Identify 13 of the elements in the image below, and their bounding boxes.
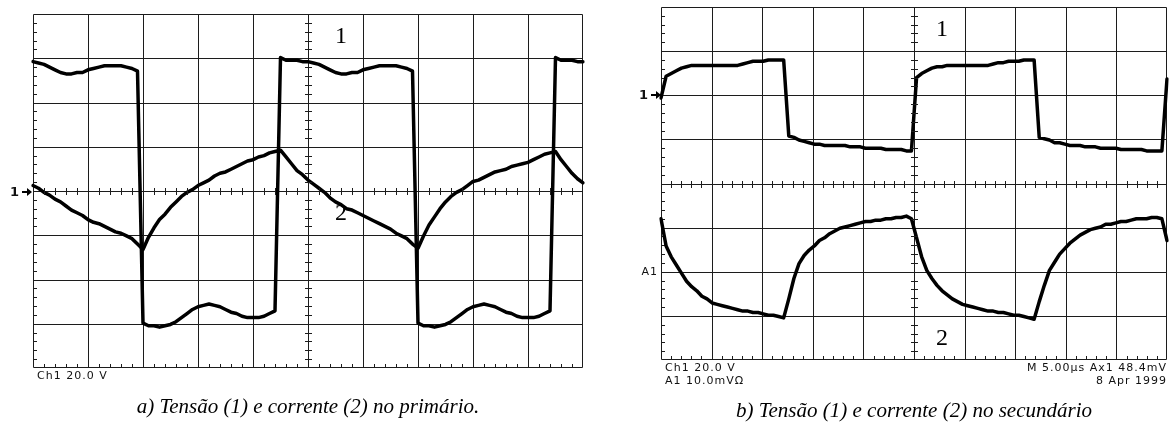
series-label: 2 [936, 324, 949, 351]
text: 8 Apr 1999 [1095, 374, 1167, 387]
text: M 5.00µs Ax1 48.4mV [1027, 361, 1167, 374]
text: b) Tensão (1) e corrente (2) no secundário [735, 398, 1093, 423]
text: Ch1 20.0 V [37, 369, 108, 382]
text: A1 [641, 264, 658, 280]
series-label: 1 [335, 22, 347, 49]
text: a) Tensão (1) e corrente (2) no primário. [135, 394, 481, 419]
series-label: 1 [638, 87, 649, 103]
text: Ch1 20.0 V [665, 361, 736, 374]
text: 1 [9, 184, 20, 200]
text: 1 [936, 15, 949, 42]
text: A1 10.0mVΩ [665, 374, 745, 387]
